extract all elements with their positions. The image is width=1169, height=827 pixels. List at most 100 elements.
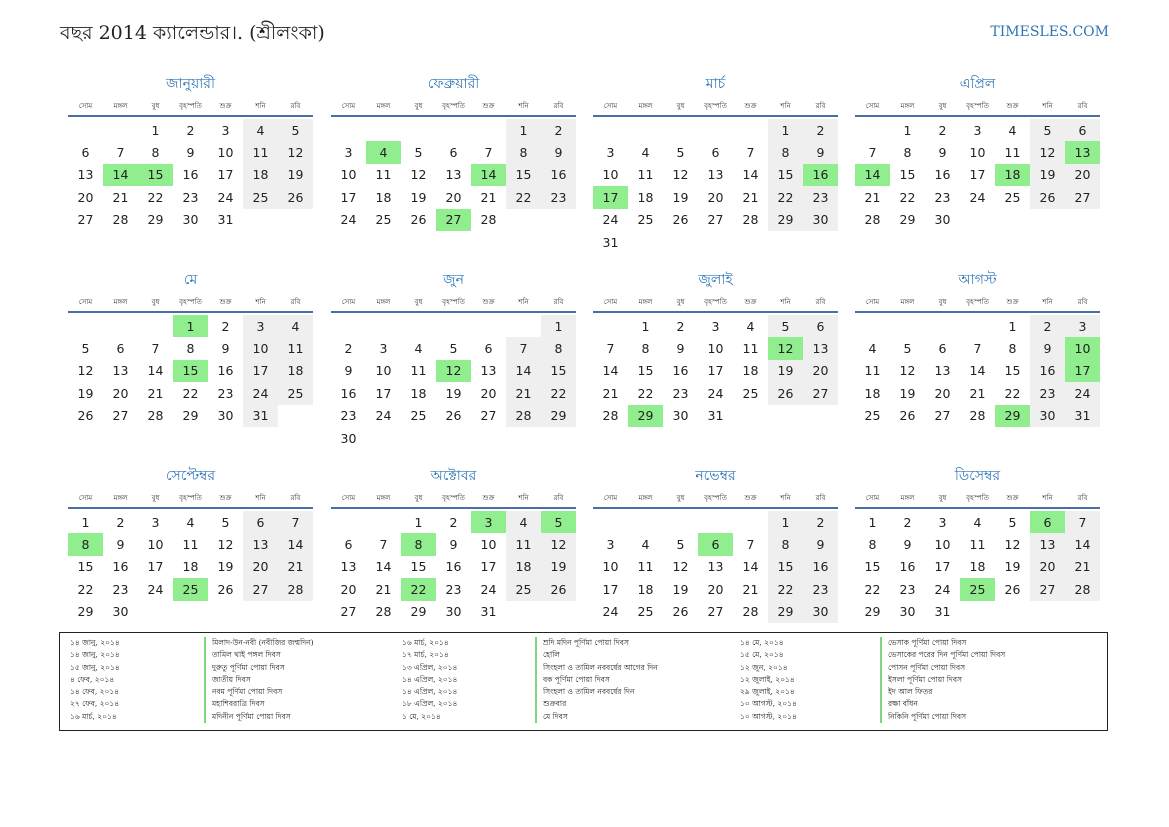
day-cell[interactable]: 19 (541, 555, 576, 579)
day-cell[interactable]: 14 (506, 359, 541, 383)
day-cell[interactable]: 16 (672, 363, 689, 379)
holiday-day-cell[interactable]: 27 (436, 208, 471, 231)
day-cell[interactable]: 10 (243, 337, 278, 360)
day-cell[interactable]: 15 (1004, 363, 1021, 379)
day-cell[interactable]: 2 (116, 514, 125, 530)
day-cell[interactable]: 29 (541, 404, 576, 427)
day-cell[interactable]: 11 (1004, 145, 1021, 161)
day-cell[interactable]: 23 (672, 385, 689, 401)
day-cell[interactable]: 30 (182, 212, 199, 228)
day-cell[interactable]: 7 (278, 511, 313, 534)
day-cell[interactable]: 27 (243, 578, 278, 601)
holiday-day-cell[interactable]: 25 (173, 578, 208, 601)
day-cell[interactable]: 2 (903, 514, 912, 530)
day-cell[interactable]: 12 (899, 363, 916, 379)
day-cell[interactable]: 30 (803, 208, 838, 231)
day-cell[interactable]: 6 (484, 341, 493, 357)
day-cell[interactable]: 19 (1004, 559, 1021, 575)
day-cell[interactable]: 12 (410, 167, 427, 183)
holiday-day-cell[interactable]: 14 (855, 163, 890, 187)
day-cell[interactable]: 6 (803, 315, 838, 338)
day-cell[interactable]: 23 (340, 408, 357, 424)
day-cell[interactable]: 26 (217, 581, 234, 597)
day-cell[interactable]: 27 (112, 408, 129, 424)
day-cell[interactable]: 19 (768, 359, 803, 383)
day-cell[interactable]: 4 (746, 318, 755, 334)
day-cell[interactable]: 18 (243, 163, 278, 187)
day-cell[interactable]: 8 (541, 337, 576, 360)
day-cell[interactable]: 22 (864, 581, 881, 597)
day-cell[interactable]: 3 (243, 315, 278, 338)
day-cell[interactable]: 20 (803, 359, 838, 383)
day-cell[interactable]: 13 (707, 559, 724, 575)
day-cell[interactable]: 3 (1065, 315, 1100, 338)
day-cell[interactable]: 5 (221, 514, 230, 530)
day-cell[interactable]: 16 (541, 163, 576, 187)
day-cell[interactable]: 21 (742, 581, 759, 597)
day-cell[interactable]: 9 (186, 145, 195, 161)
day-cell[interactable]: 24 (602, 212, 619, 228)
holiday-day-cell[interactable]: 14 (471, 163, 506, 187)
day-cell[interactable]: 11 (243, 141, 278, 164)
day-cell[interactable]: 9 (903, 537, 912, 553)
day-cell[interactable]: 20 (340, 581, 357, 597)
day-cell[interactable]: 19 (899, 385, 916, 401)
holiday-day-cell[interactable]: 8 (401, 533, 436, 556)
holiday-day-cell[interactable]: 25 (960, 578, 995, 601)
day-cell[interactable]: 16 (112, 559, 129, 575)
day-cell[interactable]: 13 (112, 363, 129, 379)
day-cell[interactable]: 30 (672, 408, 689, 424)
day-cell[interactable]: 23 (445, 581, 462, 597)
day-cell[interactable]: 6 (1065, 119, 1100, 142)
day-cell[interactable]: 6 (938, 341, 947, 357)
day-cell[interactable]: 13 (1030, 533, 1065, 556)
day-cell[interactable]: 3 (151, 514, 160, 530)
day-cell[interactable]: 13 (934, 363, 951, 379)
day-cell[interactable]: 28 (375, 604, 392, 620)
day-cell[interactable]: 4 (641, 145, 650, 161)
day-cell[interactable]: 1 (868, 514, 877, 530)
day-cell[interactable]: 24 (217, 189, 234, 205)
day-cell[interactable]: 9 (938, 145, 947, 161)
day-cell[interactable]: 5 (414, 145, 423, 161)
day-cell[interactable]: 23 (803, 578, 838, 601)
day-cell[interactable]: 17 (480, 559, 497, 575)
day-cell[interactable]: 18 (182, 559, 199, 575)
day-cell[interactable]: 26 (278, 186, 313, 209)
holiday-day-cell[interactable]: 22 (401, 578, 436, 601)
day-cell[interactable]: 30 (934, 212, 951, 228)
day-cell[interactable]: 16 (217, 363, 234, 379)
day-cell[interactable]: 22 (768, 186, 803, 209)
holiday-day-cell[interactable]: 6 (698, 533, 733, 556)
day-cell[interactable]: 10 (602, 559, 619, 575)
day-cell[interactable]: 28 (480, 212, 497, 228)
day-cell[interactable]: 14 (1065, 533, 1100, 556)
day-cell[interactable]: 31 (602, 234, 619, 250)
day-cell[interactable]: 29 (147, 212, 164, 228)
day-cell[interactable]: 25 (637, 604, 654, 620)
day-cell[interactable]: 17 (602, 581, 619, 597)
day-cell[interactable]: 23 (1030, 382, 1065, 405)
day-cell[interactable]: 7 (484, 145, 493, 161)
day-cell[interactable]: 9 (221, 341, 230, 357)
day-cell[interactable]: 10 (934, 537, 951, 553)
day-cell[interactable]: 4 (243, 119, 278, 142)
day-cell[interactable]: 21 (147, 385, 164, 401)
day-cell[interactable]: 21 (375, 581, 392, 597)
holiday-day-cell[interactable]: 18 (995, 163, 1030, 187)
day-cell[interactable]: 20 (707, 581, 724, 597)
day-cell[interactable]: 11 (969, 537, 986, 553)
day-cell[interactable]: 29 (77, 604, 94, 620)
day-cell[interactable]: 30 (1030, 404, 1065, 427)
day-cell[interactable]: 6 (449, 145, 458, 161)
day-cell[interactable]: 21 (480, 189, 497, 205)
day-cell[interactable]: 7 (151, 341, 160, 357)
day-cell[interactable]: 19 (1030, 163, 1065, 187)
day-cell[interactable]: 4 (186, 514, 195, 530)
day-cell[interactable]: 21 (969, 385, 986, 401)
day-cell[interactable]: 20 (1065, 163, 1100, 187)
day-cell[interactable]: 27 (480, 408, 497, 424)
day-cell[interactable]: 1 (768, 511, 803, 534)
holiday-day-cell[interactable]: 1 (173, 315, 208, 338)
day-cell[interactable]: 2 (186, 122, 195, 138)
